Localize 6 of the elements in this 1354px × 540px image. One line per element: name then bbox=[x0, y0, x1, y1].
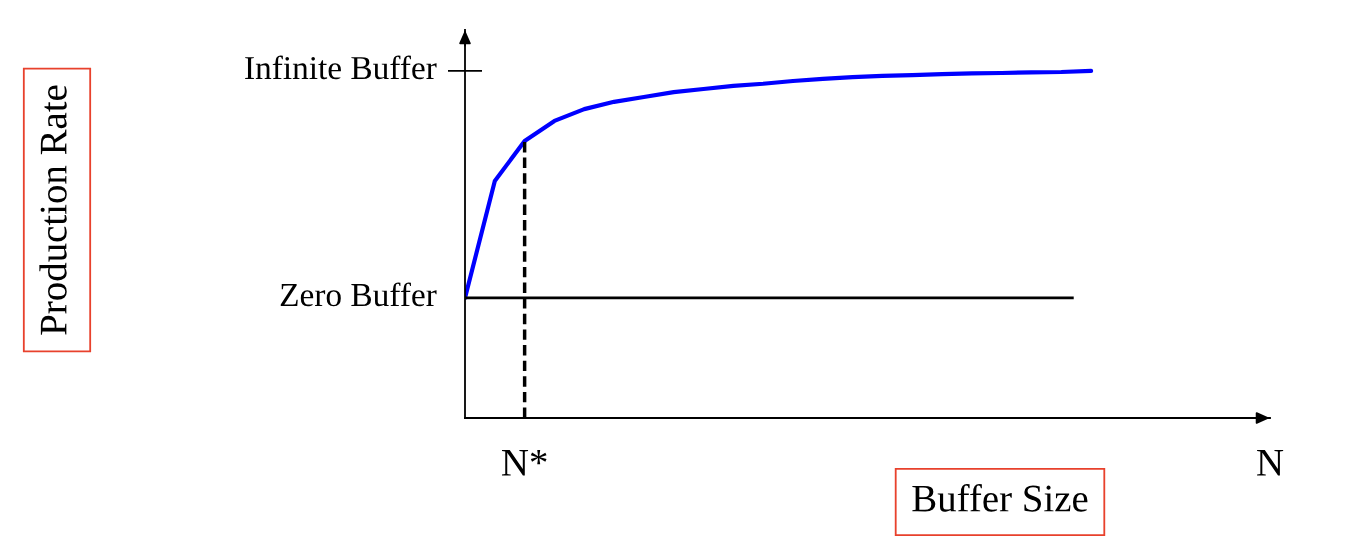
ref-line-label: Zero Buffer bbox=[280, 282, 437, 307]
x-tick-label: N bbox=[1257, 450, 1284, 476]
x-axis-title: Buffer Size bbox=[912, 483, 1088, 512]
ref-line-label: Infinite Buffer bbox=[245, 55, 437, 80]
text: Production Rate bbox=[39, 85, 67, 335]
x-tick-label: N* bbox=[501, 450, 547, 476]
